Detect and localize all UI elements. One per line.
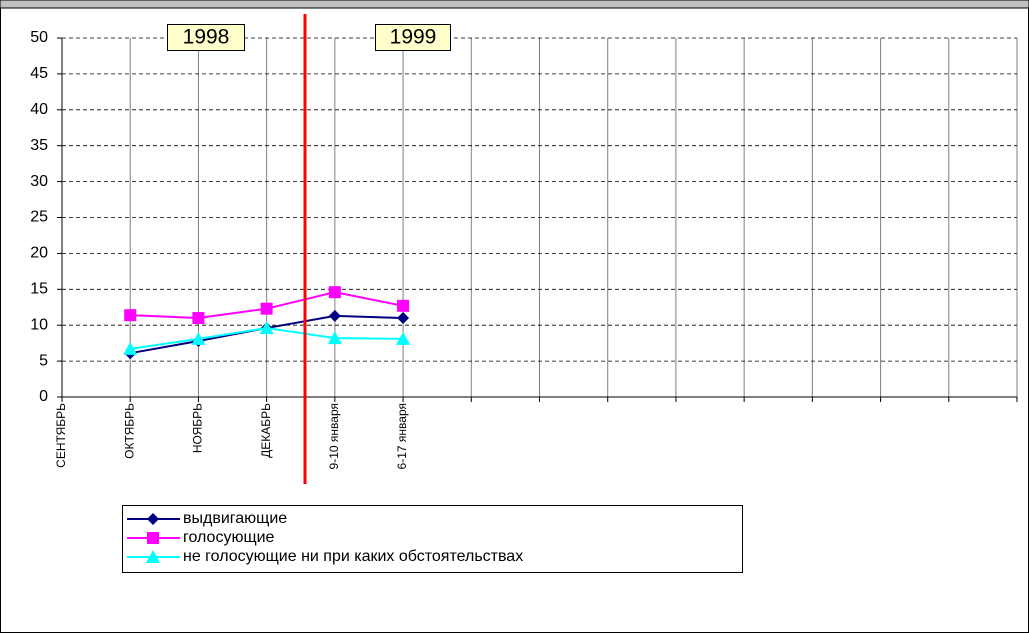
marker	[191, 331, 206, 345]
legend-marker	[147, 513, 159, 525]
x-tick-label: СЕНТЯБРЬ	[54, 403, 68, 468]
marker	[397, 299, 410, 312]
y-tick-label: 5	[39, 352, 48, 369]
annotation-box	[375, 24, 451, 51]
legend-label: выдвигающие	[183, 510, 287, 527]
marker	[328, 286, 341, 299]
x-tick-label: ДЕКАБРЬ	[259, 403, 273, 458]
legend-box	[122, 505, 743, 573]
top-bar	[0, 0, 1029, 9]
marker	[260, 302, 273, 315]
y-tick-label: 30	[30, 173, 48, 190]
y-tick-label: 45	[30, 65, 48, 82]
y-tick-label: 20	[30, 245, 48, 262]
x-tick-label: ОКТЯБРЬ	[122, 403, 136, 459]
x-tick-label: 9-10 января	[327, 403, 341, 469]
annotation-box	[167, 24, 245, 51]
y-tick-label: 40	[30, 101, 48, 118]
x-tick-label: 6-17 января	[395, 403, 409, 469]
marker	[327, 331, 342, 345]
plot: 0 5 10 15 20 25 30 35 40 45 50 СЕНТЯБРЬ ОКТЯБРЬ НОЯБР…	[30, 29, 1018, 469]
y-tick-label: 35	[30, 137, 48, 154]
y-tick-label: 10	[30, 316, 48, 333]
legend-label: не голосующие ни при каких обстоятельств…	[183, 548, 523, 565]
legend-marker	[147, 532, 159, 544]
marker	[328, 309, 341, 322]
y-tick-label: 0	[39, 388, 48, 405]
y-tick-label: 50	[30, 29, 48, 46]
y-tick-label: 25	[30, 209, 48, 226]
marker	[259, 321, 274, 335]
marker	[123, 341, 138, 355]
x-tick-label: НОЯБРЬ	[191, 403, 205, 453]
y-tick-label: 15	[30, 281, 48, 298]
legend-marker	[146, 550, 160, 563]
marker	[397, 312, 410, 325]
marker	[192, 312, 205, 325]
marker	[124, 309, 137, 322]
legend-label: голосующие	[183, 529, 275, 546]
annotation: 1999	[390, 26, 437, 49]
annotation: 1998	[183, 26, 230, 49]
marker	[396, 331, 411, 345]
